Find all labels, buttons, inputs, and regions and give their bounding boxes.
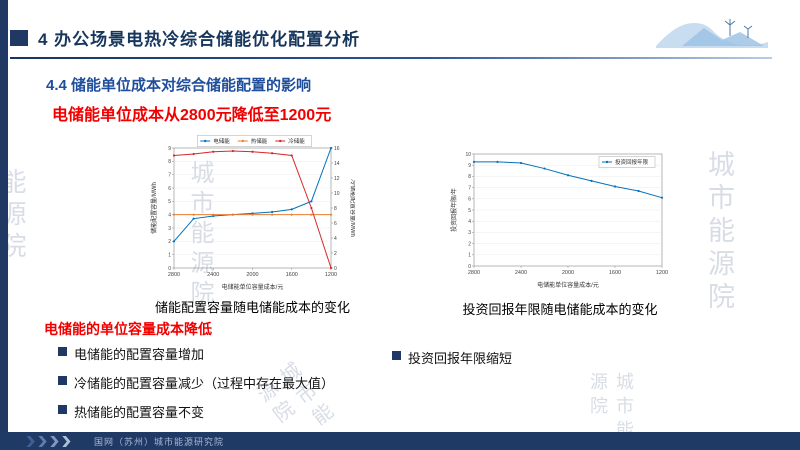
svg-text:16: 16 [334,146,340,152]
svg-text:4: 4 [468,219,471,225]
svg-text:7: 7 [468,185,471,191]
bullet-text: 热储能的配置容量不变 [74,405,205,420]
svg-text:1: 1 [168,252,171,258]
svg-text:6: 6 [334,221,337,227]
payback-chart: 0 1 2 3 4 5 6 7 8 9 10 2800 2400 2000 1600 1200 电储能单位容量成… [450,140,670,290]
svg-text:10: 10 [334,191,340,197]
svg-text:2400: 2400 [515,270,527,276]
svg-text:8: 8 [168,159,171,165]
svg-text:9: 9 [468,163,471,169]
title-underline [10,57,772,59]
bullet-square-icon [392,351,401,360]
svg-text:5: 5 [468,208,471,214]
svg-text:4: 4 [168,212,171,218]
svg-text:电储能单位容量成本/元: 电储能单位容量成本/元 [222,283,284,291]
watermark: 城市能源院 [704,150,734,315]
slide-title: 4 办公场景电热冷综合储能优化配置分析 [38,30,361,49]
svg-text:14: 14 [334,161,340,167]
section-title: 4.4 储能单位成本对综合储能配置的影响 [46,77,312,94]
svg-text:5: 5 [168,199,171,205]
svg-text:电储能单位容量成本/元: 电储能单位容量成本/元 [537,281,599,289]
svg-text:储能配置容量/MWh: 储能配置容量/MWh [150,182,158,234]
svg-text:6: 6 [168,186,171,192]
list-item: 冷储能的配置容量减少（过程中存在最大值） [58,373,334,392]
svg-text:1600: 1600 [286,272,298,278]
svg-text:4: 4 [334,236,337,242]
svg-text:2400: 2400 [207,272,219,278]
svg-text:冷储能配置容量/MWh: 冷储能配置容量/MWh [349,179,355,237]
svg-text:2: 2 [468,241,471,247]
svg-text:0: 0 [334,266,337,272]
svg-text:0: 0 [468,264,471,270]
svg-text:2: 2 [334,251,337,257]
list-item: 投资回报年限缩短 [392,348,512,367]
chevron-arrows-icon [26,435,71,447]
capacity-chart-caption: 储能配置容量随电储能成本的变化 [154,300,350,315]
mountain-logo-icon [656,19,768,48]
bullet-text: 电储能的配置容量增加 [74,347,205,362]
footer-org: 国网（苏州）城市能源研究院 [94,436,225,447]
svg-text:6: 6 [468,197,471,203]
svg-text:2000: 2000 [246,272,258,278]
svg-text:8: 8 [468,174,471,180]
highlight-text: 电储能单位成本从2800元降低至1200元 [52,107,332,124]
title-marker-icon [10,29,28,46]
svg-text:10: 10 [465,152,471,158]
list-item: 电储能的配置容量增加 [58,344,334,363]
bullet-square-icon [58,405,67,414]
payback-chart-caption: 投资回报年限随电储能成本的变化 [462,302,658,317]
svg-text:9: 9 [168,146,171,152]
svg-text:3: 3 [168,226,171,232]
svg-text:7: 7 [168,172,171,178]
left-accent-bar [0,0,8,450]
findings-list-left: 电储能的配置容量增加 冷储能的配置容量减少（过程中存在最大值） 热储能的配置容量… [58,344,334,421]
findings-heading: 电储能的单位容量成本降低 [44,321,212,337]
bullet-square-icon [58,347,67,356]
svg-text:2: 2 [168,239,171,245]
svg-text:热储能: 热储能 [251,137,268,145]
findings-list-right: 投资回报年限缩短 [392,348,512,367]
svg-text:1200: 1200 [656,270,668,276]
footer-bar: 国网（苏州）城市能源研究院 [0,432,800,450]
list-item: 热储能的配置容量不变 [58,402,334,421]
bullet-text: 投资回报年限缩短 [408,351,513,366]
svg-text:2000: 2000 [562,270,574,276]
svg-text:8: 8 [334,206,337,212]
svg-text:3: 3 [468,230,471,236]
slide-header: 4 办公场景电热冷综合储能优化配置分析 [10,25,360,50]
svg-text:投资回报年限/年: 投资回报年限/年 [450,188,458,232]
svg-text:12: 12 [334,176,340,182]
bullet-square-icon [58,376,67,385]
svg-text:2800: 2800 [468,270,480,276]
svg-text:1600: 1600 [609,270,621,276]
svg-text:2800: 2800 [168,272,180,278]
svg-text:冷储能: 冷储能 [288,137,305,145]
svg-text:0: 0 [168,266,171,272]
svg-text:投资回报年限: 投资回报年限 [615,158,649,166]
svg-text:1200: 1200 [325,272,337,278]
svg-text:电储能: 电储能 [213,137,230,145]
capacity-chart: 0 1 2 3 4 5 6 7 8 9 0 2 4 6 8 10 12 14 16 2800 2400 2000 1600 1… [150,134,357,292]
bullet-text: 冷储能的配置容量减少（过程中存在最大值） [74,376,335,391]
svg-text:1: 1 [468,253,471,259]
